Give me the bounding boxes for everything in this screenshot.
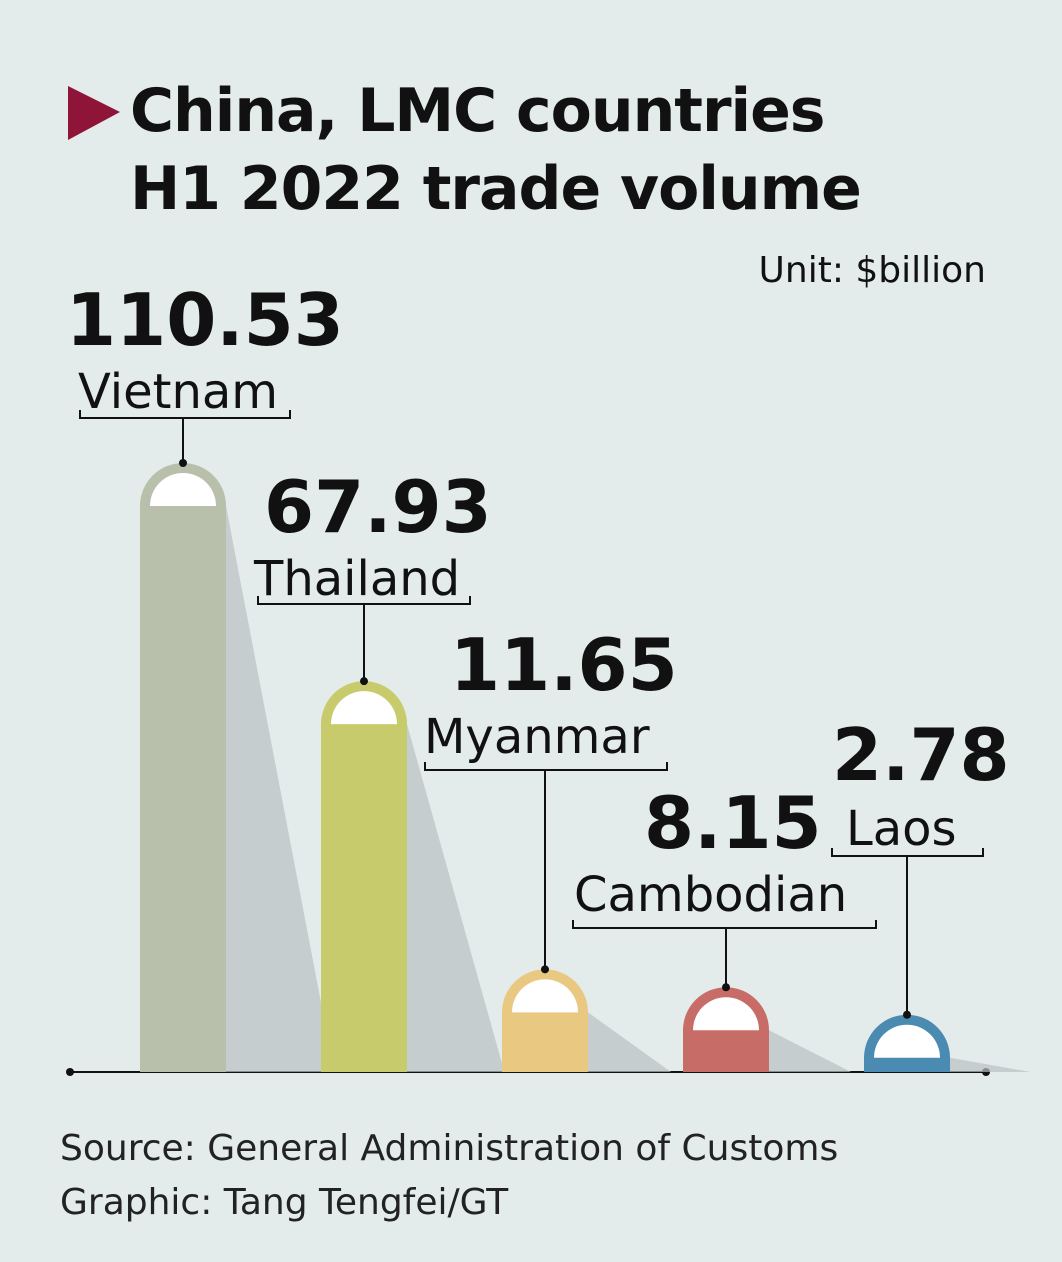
category-label: Vietnam: [78, 364, 278, 420]
value-label: 11.65: [450, 623, 678, 707]
connector-dot: [903, 1010, 911, 1019]
label-bracket: [79, 410, 291, 419]
title-marker: [68, 86, 120, 140]
value-label: 2.78: [832, 713, 1010, 797]
source: Source: General Administration of Custom…: [60, 1128, 839, 1169]
bar-dome: [874, 1024, 940, 1058]
bar-shadow: [769, 1030, 852, 1072]
value-label: 67.93: [264, 465, 492, 549]
bar: [140, 463, 226, 1072]
bar-dome: [693, 997, 759, 1031]
bar-shadow: [407, 724, 505, 1072]
baseline-dot: [66, 1068, 74, 1076]
value-label: 8.15: [644, 781, 822, 865]
bar-shadow: [950, 1057, 1031, 1072]
bar-shadow: [226, 506, 335, 1072]
bar: [321, 681, 407, 1072]
bar-dome: [150, 473, 216, 506]
category-label: Thailand: [253, 551, 460, 607]
connector-dot: [179, 459, 187, 467]
bar-dome: [512, 979, 578, 1013]
bar-dome: [331, 691, 397, 725]
label-bracket: [572, 920, 877, 929]
connector-dot: [541, 965, 549, 974]
bar-shadow: [588, 1012, 671, 1072]
category-label: Laos: [846, 801, 957, 857]
category-label: Cambodian: [574, 867, 847, 923]
value-label: 110.53: [66, 278, 344, 362]
connector-dot: [360, 677, 368, 686]
credit: Graphic: Tang Tengfei/GT: [60, 1182, 509, 1223]
chart-title: China, LMC countries H1 2022 trade volum…: [130, 76, 862, 224]
connector-dot: [722, 983, 730, 992]
category-label: Myanmar: [424, 709, 650, 765]
unit-label: Unit: $billion: [758, 250, 986, 291]
